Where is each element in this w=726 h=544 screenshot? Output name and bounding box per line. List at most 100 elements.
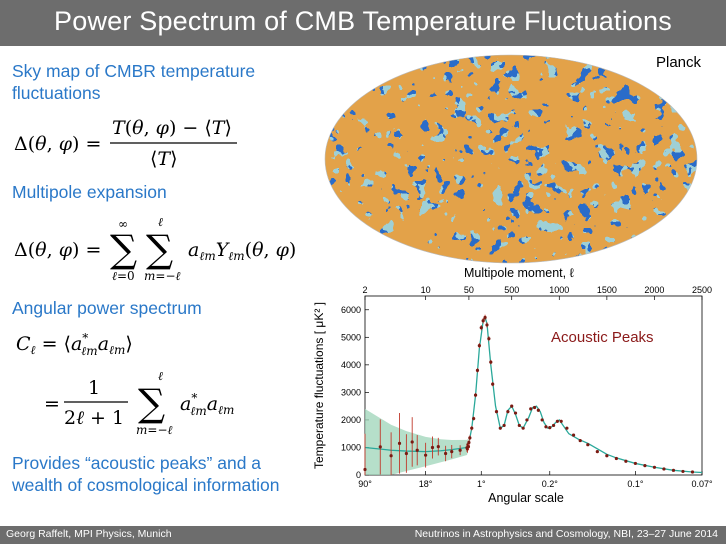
data-point bbox=[536, 408, 540, 412]
heading-acoustic-line2: wealth of cosmological information bbox=[12, 475, 280, 495]
data-point bbox=[681, 469, 685, 474]
data-point bbox=[410, 440, 414, 444]
data-point bbox=[430, 445, 435, 450]
data-point bbox=[652, 465, 657, 469]
data-point bbox=[671, 468, 676, 472]
bottom-tick-label: 0.1° bbox=[627, 479, 644, 489]
data-point bbox=[468, 436, 472, 440]
y-tick-label: 3000 bbox=[341, 387, 361, 397]
data-point bbox=[529, 407, 533, 411]
data-point bbox=[525, 418, 529, 422]
svg-text:∞: ∞ bbox=[118, 217, 128, 231]
data-point bbox=[614, 456, 618, 461]
slide-title: Power Spectrum of CMB Temperature Fluctu… bbox=[54, 6, 672, 36]
formula-power-spectrum: Cℓ = ⟨a* ℓmaℓm⟩ = 1 2ℓ + 1 ℓ ∑ m=−ℓ a* ℓma… bbox=[16, 331, 234, 437]
data-point bbox=[513, 411, 518, 415]
data-point bbox=[559, 419, 563, 423]
formula-multipole-expansion: Δ(θ, φ) = ∞ ∑ ℓ=0 ℓ ∑ m=−ℓ aℓmYℓm(θ, φ) bbox=[14, 215, 296, 283]
svg-text:Δ(θ, φ) =: Δ(θ, φ) = bbox=[14, 239, 101, 261]
top-tick-label: 2500 bbox=[692, 285, 712, 295]
data-point bbox=[555, 419, 559, 423]
acoustic-peaks-annotation: Acoustic Peaks bbox=[551, 329, 654, 346]
data-point bbox=[544, 425, 548, 429]
data-point bbox=[517, 423, 521, 428]
data-point bbox=[510, 404, 514, 408]
data-point bbox=[481, 319, 485, 323]
data-point bbox=[540, 418, 544, 422]
y-tick-label: 1000 bbox=[341, 442, 361, 452]
title-bar: Power Spectrum of CMB Temperature Fluctu… bbox=[0, 0, 726, 46]
data-point bbox=[571, 433, 576, 437]
data-point bbox=[548, 426, 552, 430]
svg-text:ℓ: ℓ bbox=[158, 369, 163, 383]
data-point bbox=[485, 323, 489, 327]
data-point bbox=[475, 368, 480, 372]
data-point bbox=[444, 451, 448, 456]
data-point bbox=[450, 449, 454, 454]
svg-text:a*ℓmaℓm: a* ℓmaℓm bbox=[180, 391, 234, 418]
data-point bbox=[521, 426, 525, 430]
svg-text:T(θ, φ) − ⟨T⟩: T(θ, φ) − ⟨T⟩ bbox=[112, 117, 232, 139]
data-point bbox=[458, 448, 462, 452]
x-axis-label-top: Multipole moment, ℓ bbox=[464, 266, 574, 280]
top-tick-label: 2000 bbox=[644, 285, 664, 295]
bottom-tick-label: 18° bbox=[419, 479, 433, 489]
bottom-tick-label: 0.2° bbox=[542, 479, 559, 489]
top-tick-label: 10 bbox=[421, 285, 431, 295]
x-axis-label-bottom: Angular scale bbox=[488, 491, 564, 505]
plot-frame bbox=[364, 295, 703, 476]
y-tick-label: 5000 bbox=[341, 332, 361, 342]
data-point bbox=[643, 464, 647, 468]
heading-angular-power: Angular power spectrum bbox=[12, 298, 202, 318]
data-point bbox=[565, 426, 569, 430]
data-point bbox=[605, 454, 609, 458]
y-tick-label: 4000 bbox=[341, 360, 361, 370]
data-point bbox=[595, 449, 599, 454]
data-point bbox=[477, 343, 481, 348]
top-tick-label: 500 bbox=[504, 285, 519, 295]
data-point bbox=[363, 467, 367, 472]
heading-acoustic-line1: Provides “acoustic peaks” and a bbox=[12, 453, 262, 473]
svg-text:∑: ∑ bbox=[110, 227, 137, 271]
data-point bbox=[624, 459, 628, 463]
svg-text:=: = bbox=[44, 393, 60, 415]
data-point bbox=[378, 445, 382, 449]
svg-text:Δ(θ, φ) =: Δ(θ, φ) = bbox=[14, 133, 101, 155]
data-point bbox=[578, 438, 582, 443]
bottom-tick-label: 1° bbox=[477, 479, 486, 489]
cmb-sky-map bbox=[324, 54, 698, 264]
data-point bbox=[586, 443, 590, 447]
svg-text:ℓ=0: ℓ=0 bbox=[112, 269, 135, 283]
footer-bar: Georg Raffelt, MPI Physics, Munich Neutr… bbox=[0, 526, 726, 544]
data-point bbox=[487, 337, 491, 341]
top-tick-label: 50 bbox=[464, 285, 474, 295]
bottom-tick-label: 0.07° bbox=[691, 479, 713, 489]
data-point bbox=[633, 461, 638, 466]
data-point bbox=[389, 454, 393, 458]
data-point bbox=[502, 423, 506, 428]
data-point bbox=[483, 315, 487, 320]
data-point bbox=[415, 448, 419, 452]
svg-text:⟨T⟩: ⟨T⟩ bbox=[150, 148, 178, 170]
data-point bbox=[690, 470, 695, 474]
data-point bbox=[491, 382, 495, 386]
planck-label: Planck bbox=[656, 54, 702, 71]
footer-right-text: Neutrinos in Astrophysics and Cosmology,… bbox=[414, 528, 718, 540]
data-point bbox=[494, 410, 499, 414]
top-tick-label: 1500 bbox=[597, 285, 617, 295]
data-point bbox=[470, 426, 474, 430]
data-point bbox=[467, 440, 471, 445]
heading-sky-map-line1: Sky map of CMBR temperature bbox=[12, 61, 256, 81]
svg-text:m=−ℓ: m=−ℓ bbox=[136, 423, 173, 437]
data-point bbox=[498, 426, 502, 430]
y-axis-label: Temperature fluctuations [ μK² ] bbox=[312, 302, 326, 469]
y-tick-label: 0 bbox=[356, 470, 361, 480]
data-point bbox=[466, 445, 471, 449]
data-point bbox=[532, 405, 537, 410]
data-point bbox=[404, 451, 408, 456]
data-point bbox=[479, 326, 483, 330]
data-point bbox=[424, 453, 428, 457]
data-point bbox=[472, 416, 476, 421]
y-tick-label: 2000 bbox=[341, 415, 361, 425]
data-point bbox=[551, 423, 556, 428]
